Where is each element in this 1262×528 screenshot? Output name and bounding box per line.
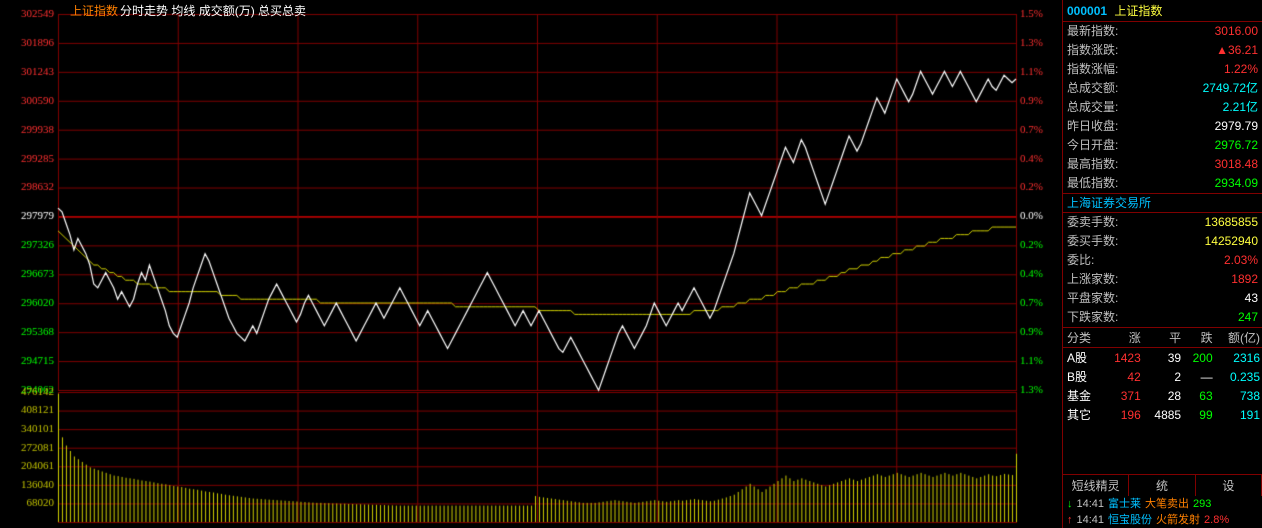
stock-code: 000001: [1067, 4, 1107, 18]
stat-row: 上涨家数:1892: [1063, 270, 1262, 289]
ticker: ↓14:41富士莱大笔卖出293↑14:41恒宝股份火箭发射2.8%: [1063, 496, 1262, 528]
side-header: 000001 上证指数: [1063, 0, 1262, 22]
stat-row: 总成交额:2749.72亿: [1063, 79, 1262, 98]
stat-row: 指数涨幅:1.22%: [1063, 60, 1262, 79]
chart-title: 上证指数分时走势 均线 成交额(万) 总买总卖: [70, 2, 306, 19]
stat-row: 指数涨跌:▲36.21: [1063, 41, 1262, 60]
stat-row: 今日开盘:2976.72: [1063, 136, 1262, 155]
stat-row: 总成交量:2.21亿: [1063, 98, 1262, 117]
side-buttons: 短线精灵统设: [1063, 475, 1262, 496]
stat-row: 委买手数:14252940: [1063, 232, 1262, 251]
category-table: 分类涨平跌额(亿)A股1423392002316B股422—0.235基金371…: [1063, 328, 1262, 424]
panel-button[interactable]: 统: [1129, 475, 1195, 496]
intraday-chart[interactable]: 上证指数分时走势 均线 成交额(万) 总买总卖: [0, 0, 1062, 528]
panel-button[interactable]: 短线精灵: [1063, 475, 1129, 496]
exchange-label: 上海证券交易所: [1063, 193, 1262, 213]
stock-name: 上证指数: [1114, 4, 1162, 18]
stat-row: 委卖手数:13685855: [1063, 213, 1262, 232]
stat-row: 委比:2.03%: [1063, 251, 1262, 270]
side-panel: 000001 上证指数 最新指数:3016.00指数涨跌:▲36.21指数涨幅:…: [1062, 0, 1262, 528]
stat-row: 最高指数:3018.48: [1063, 155, 1262, 174]
stat-row: 最低指数:2934.09: [1063, 174, 1262, 193]
stat-row: 下跌家数:247: [1063, 308, 1262, 327]
stat-row: 平盘家数:43: [1063, 289, 1262, 308]
panel-button[interactable]: 设: [1196, 475, 1262, 496]
stat-row: 最新指数:3016.00: [1063, 22, 1262, 41]
stat-row: 昨日收盘:2979.79: [1063, 117, 1262, 136]
